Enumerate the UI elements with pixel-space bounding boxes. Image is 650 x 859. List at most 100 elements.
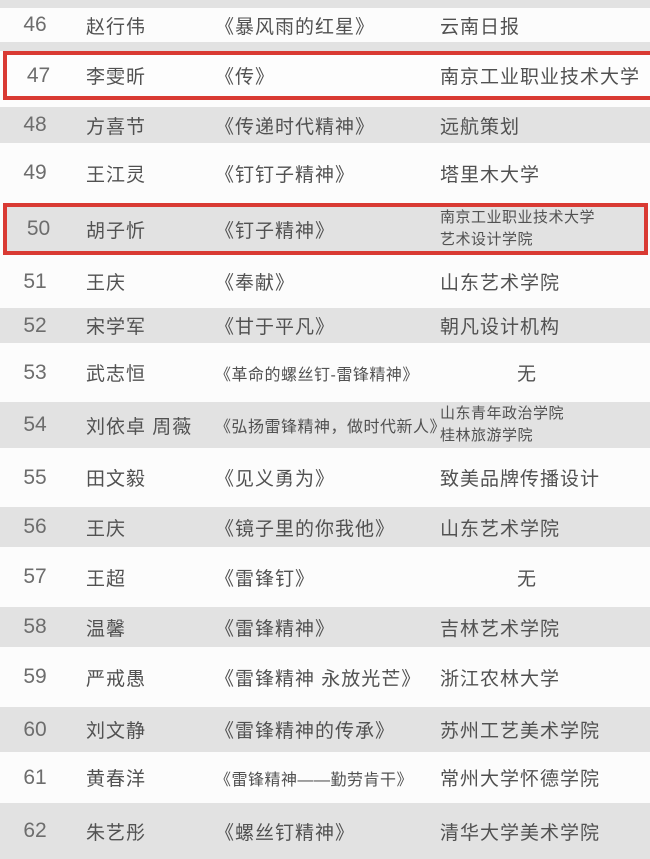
table-row: 46 赵行伟 《暴风雨的红星》 云南日报	[0, 8, 650, 42]
author-name: 王超	[86, 568, 127, 590]
author-name: 王庆	[86, 273, 127, 294]
institution-line: 塔里木大学	[440, 164, 541, 186]
work-title: 《见义勇为》	[215, 469, 336, 490]
row-number: 46	[23, 13, 47, 36]
table-row: 52 宋学军 《甘于平凡》 朝凡设计机构	[0, 308, 650, 343]
institution-line: 致美品牌传播设计	[440, 469, 601, 490]
institution: 清华大学美术学院	[420, 818, 650, 845]
author-name: 方喜节	[86, 116, 147, 138]
author-name: 王庆	[86, 518, 127, 540]
row-number: 51	[23, 269, 47, 293]
institution: 吉林艺术学院	[420, 614, 650, 641]
institution: 浙江农林大学	[420, 664, 650, 691]
row-number: 62	[23, 819, 47, 842]
institution: 南京工业职业技术大学 艺术设计学院	[420, 207, 644, 251]
institution-line: 云南日报	[440, 16, 521, 38]
institution-line: 南京工业职业技术大学	[440, 209, 596, 227]
row-separator	[0, 100, 650, 107]
table-row: 56 王庆 《镜子里的你我他》 山东艺术学院	[0, 507, 650, 547]
institution-line: 山东艺术学院	[440, 273, 561, 294]
row-number: 47	[26, 63, 51, 87]
row-separator	[0, 0, 650, 8]
work-title: 《雷锋钉》	[215, 568, 316, 590]
row-number: 60	[23, 717, 47, 741]
work-title: 《雷锋精神 永放光芒》	[215, 668, 422, 690]
table-row-highlighted: 50 胡子忻 《钉子精神》 南京工业职业技术大学 艺术设计学院	[3, 203, 648, 255]
institution-line: 桂林旅游学院	[440, 427, 534, 444]
institution-line: 浙江农林大学	[440, 668, 561, 690]
institution-line: 无	[516, 568, 537, 590]
row-number: 56	[23, 515, 47, 538]
row-number: 48	[23, 113, 47, 136]
row-number: 57	[23, 565, 47, 588]
row-number: 59	[23, 665, 47, 688]
table-row: 57 王超 《雷锋钉》 无	[0, 547, 650, 607]
institution-line: 艺术设计学院	[440, 231, 534, 248]
work-title: 《螺丝钉精神》	[215, 822, 356, 844]
author-name: 温馨	[86, 618, 127, 640]
author-name: 田文毅	[86, 469, 147, 490]
author-name: 李雯昕	[86, 67, 147, 88]
row-number: 50	[26, 217, 51, 240]
institution-line: 朝凡设计机构	[440, 317, 561, 338]
work-title: 《雷锋精神》	[215, 618, 336, 640]
institution: 塔里木大学	[420, 160, 650, 187]
table-row-highlighted: 47 李雯昕 《传》 南京工业职业技术大学	[3, 51, 650, 100]
row-separator	[0, 42, 650, 51]
institution: 山东艺术学院	[420, 514, 650, 541]
table-row: 58 温馨 《雷锋精神》 吉林艺术学院	[0, 607, 650, 647]
work-title: 《雷锋精神的传承》	[215, 721, 396, 742]
institution: 苏州工艺美术学院	[420, 716, 650, 743]
row-number: 61	[23, 765, 47, 789]
table-row: 48 方喜节 《传递时代精神》 远航策划	[0, 107, 650, 143]
institution-line: 南京工业职业技术大学	[440, 67, 641, 88]
institution-line: 无	[516, 364, 537, 385]
institution: 南京工业职业技术大学	[420, 62, 650, 89]
institution: 云南日报	[420, 12, 650, 39]
institution: 山东艺术学院	[420, 268, 650, 295]
table-row: 61 黄春洋 《雷锋精神——勤劳肯干》 常州大学怀德学院	[0, 752, 650, 803]
row-number: 52	[23, 313, 47, 337]
institution-line: 吉林艺术学院	[440, 618, 561, 640]
table-row: 49 王江灵 《钉钉子精神》 塔里木大学	[0, 143, 650, 203]
work-title: 《奉献》	[215, 273, 296, 294]
institution-line: 山东艺术学院	[440, 518, 561, 540]
work-title: 《传递时代精神》	[215, 116, 376, 138]
work-title: 《雷锋精神——勤劳肯干》	[215, 771, 414, 789]
institution-line: 清华大学美术学院	[440, 822, 601, 844]
author-name: 武志恒	[86, 364, 147, 385]
author-name: 赵行伟	[86, 16, 147, 38]
author-name: 朱艺彤	[86, 822, 147, 844]
table-row: 54 刘依卓 周薇 《弘扬雷锋精神，做时代新人》 山东青年政治学院 桂林旅游学院	[0, 402, 650, 448]
institution: 常州大学怀德学院	[420, 764, 650, 791]
work-title: 《暴风雨的红星》	[215, 16, 376, 38]
institution-line: 远航策划	[440, 116, 521, 138]
institution: 远航策划	[420, 112, 650, 139]
work-title: 《钉钉子精神》	[215, 164, 356, 186]
row-number: 58	[23, 615, 47, 638]
table-row: 51 王庆 《奉献》 山东艺术学院	[0, 255, 650, 308]
work-title: 《甘于平凡》	[215, 317, 336, 338]
author-name: 严戒愚	[86, 668, 147, 690]
row-number: 53	[23, 360, 47, 384]
institution: 无	[420, 359, 650, 386]
author-name: 黄春洋	[86, 769, 147, 790]
institution: 山东青年政治学院 桂林旅游学院	[420, 403, 650, 447]
row-number: 49	[23, 161, 47, 184]
author-name: 刘依卓 周薇	[86, 416, 193, 438]
institution: 朝凡设计机构	[420, 312, 650, 339]
work-title: 《镜子里的你我他》	[215, 518, 396, 540]
institution: 致美品牌传播设计	[420, 464, 650, 491]
work-title: 《革命的螺丝钉-雷锋精神》	[215, 366, 419, 384]
author-name: 宋学军	[86, 317, 147, 338]
row-number: 54	[23, 413, 47, 436]
row-number: 55	[23, 465, 47, 489]
work-title: 《钉子精神》	[215, 220, 336, 242]
institution-line: 常州大学怀德学院	[440, 769, 601, 790]
institution-line: 山东青年政治学院	[440, 405, 565, 423]
author-name: 刘文静	[86, 721, 147, 742]
author-name: 王江灵	[86, 164, 147, 186]
table-row: 53 武志恒 《革命的螺丝钉-雷锋精神》 无	[0, 343, 650, 402]
table-row: 55 田文毅 《见义勇为》 致美品牌传播设计	[0, 448, 650, 507]
